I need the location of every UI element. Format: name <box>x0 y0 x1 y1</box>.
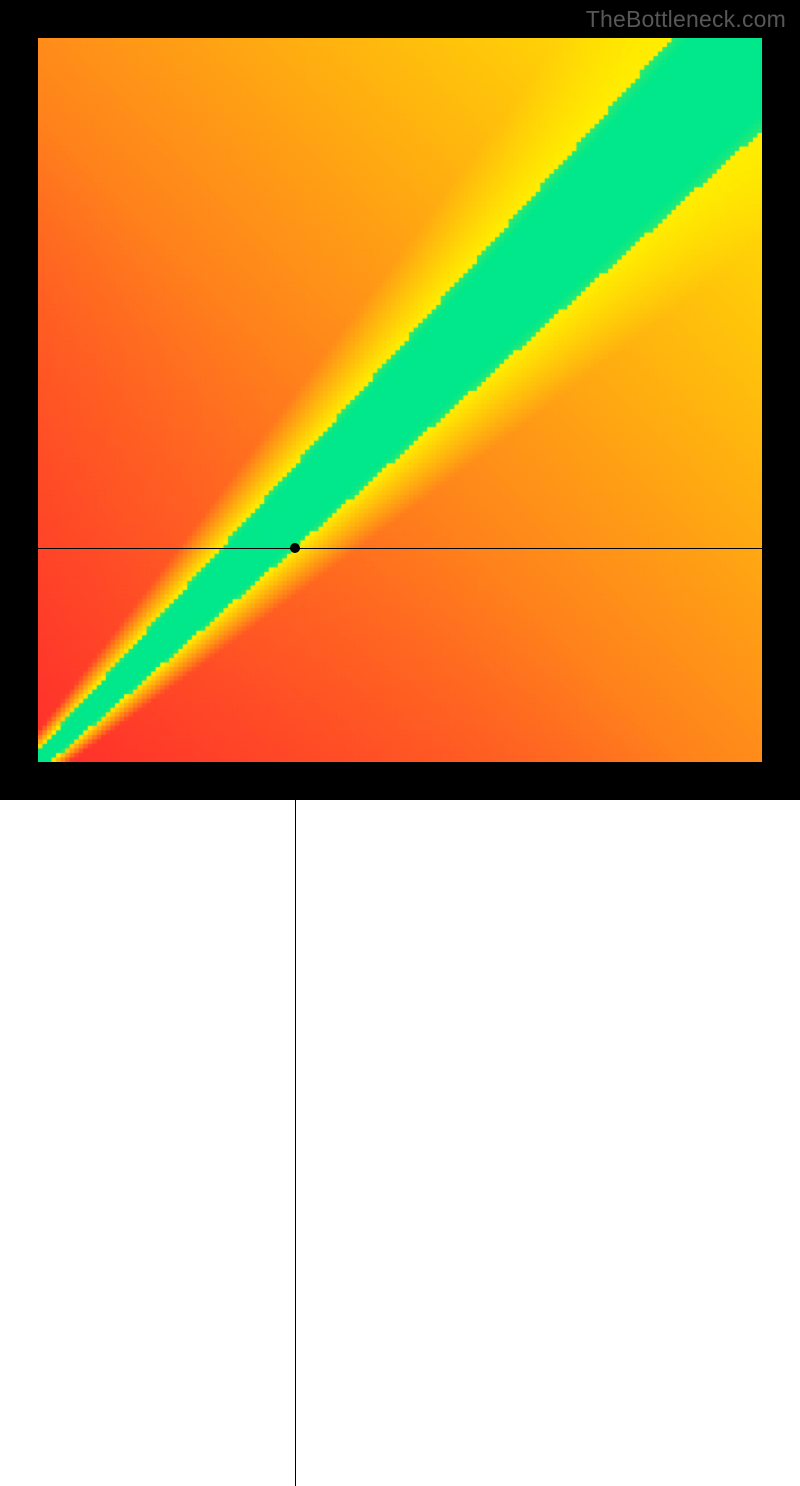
crosshair-horizontal <box>38 548 762 549</box>
outer-frame: TheBottleneck.com <box>0 0 800 800</box>
watermark-text: TheBottleneck.com <box>586 6 786 33</box>
plot-area <box>38 38 762 762</box>
heatmap-canvas <box>38 38 762 762</box>
crosshair-vertical <box>295 762 296 1486</box>
crosshair-point <box>290 543 300 553</box>
